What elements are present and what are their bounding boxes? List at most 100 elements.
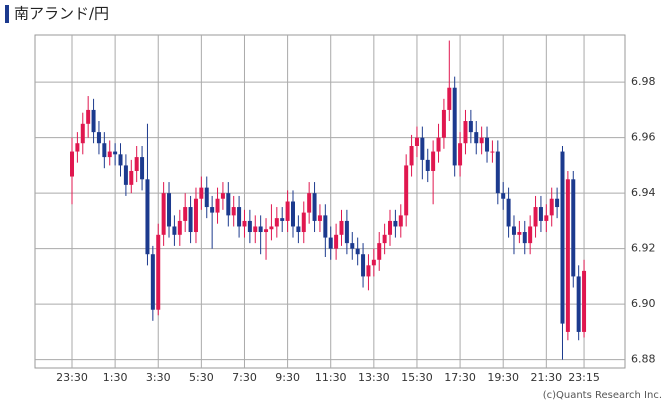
candle-body <box>193 198 198 233</box>
candle-body <box>317 215 322 221</box>
candle-body <box>301 212 306 233</box>
candle-body <box>237 207 242 227</box>
candle-body <box>253 226 258 233</box>
candle-body <box>145 179 150 255</box>
candle-body <box>571 179 576 277</box>
candle-body <box>452 87 457 166</box>
candle-body <box>161 193 166 235</box>
candle-body <box>172 226 177 235</box>
candle-body <box>334 234 339 249</box>
candle-body <box>129 170 134 185</box>
candle-body <box>414 137 419 146</box>
candle-body <box>528 226 533 244</box>
candle-body <box>102 143 107 158</box>
candle-body <box>522 232 527 244</box>
candle-body <box>538 207 543 221</box>
candle-body <box>183 207 188 221</box>
candle-body <box>355 248 360 255</box>
candle-body <box>226 193 231 216</box>
candle-body <box>371 259 376 266</box>
candle-body <box>474 132 479 144</box>
candle-body <box>576 276 581 332</box>
candle-body <box>258 226 263 233</box>
candle-body <box>140 157 145 180</box>
candle-body <box>398 215 403 227</box>
candle-body <box>199 187 204 199</box>
x-tick-label: 1:30 <box>103 371 128 384</box>
candle-body <box>350 243 355 249</box>
plot-frame <box>34 34 626 369</box>
candle-body <box>463 121 468 144</box>
candle-body <box>431 151 436 171</box>
candle-body <box>425 159 430 171</box>
candle-body <box>96 132 101 144</box>
candle-body <box>177 220 182 235</box>
candle-body <box>533 207 538 227</box>
candle-body <box>409 146 414 166</box>
candle-body <box>501 193 506 199</box>
candle-body <box>366 265 371 277</box>
x-tick-label: 15:30 <box>401 371 433 384</box>
candle-body <box>274 218 279 227</box>
candle-body <box>118 154 123 166</box>
candle-body <box>204 187 209 208</box>
candle-body <box>544 215 549 221</box>
candle-body <box>517 232 522 235</box>
candle-body <box>264 229 269 233</box>
candle-body <box>555 198 560 208</box>
candle-body <box>447 87 452 110</box>
candle-body <box>167 193 172 227</box>
candle-body <box>344 220 349 244</box>
copyright: (c)Quants Research Inc. <box>543 390 662 401</box>
candle-body <box>328 237 333 249</box>
x-tick-label: 5:30 <box>189 371 214 384</box>
candle-body <box>134 157 139 171</box>
candle-body <box>490 151 495 153</box>
x-tick-label: 17:30 <box>444 371 476 384</box>
candle-body <box>296 226 301 233</box>
candle-body <box>441 109 446 138</box>
candle-body <box>388 220 393 235</box>
x-tick-label: 11:30 <box>315 371 347 384</box>
candle-body <box>565 179 570 332</box>
x-tick-label: 23:15 <box>568 371 600 384</box>
candle-body <box>150 254 155 310</box>
y-tick-label: 6.92 <box>631 242 656 255</box>
y-tick-label: 6.94 <box>631 186 656 199</box>
candle-body <box>485 137 490 152</box>
candle-body <box>312 193 317 221</box>
candle-body <box>479 137 484 144</box>
candle-body <box>188 207 193 233</box>
candle-body <box>123 165 128 185</box>
candle-body <box>70 151 74 177</box>
x-tick-label: 7:30 <box>232 371 257 384</box>
candle-body <box>290 201 295 227</box>
candle-body <box>247 220 252 233</box>
candle-body <box>339 220 344 235</box>
candle-body <box>506 198 511 227</box>
candle-body <box>323 215 328 238</box>
candle-body <box>560 151 565 324</box>
candle-body <box>215 198 220 213</box>
candle-body <box>549 198 554 216</box>
candle-body <box>220 193 225 199</box>
candle-body <box>231 207 236 216</box>
candle-body <box>75 143 80 152</box>
x-tick-label: 21:30 <box>530 371 562 384</box>
candle-body <box>307 193 312 213</box>
candle-body <box>436 137 441 152</box>
candle-body <box>156 234 161 310</box>
y-tick-label: 6.96 <box>631 131 656 144</box>
candle-body <box>377 243 382 260</box>
candle-body <box>582 270 587 332</box>
candle-body <box>393 220 398 227</box>
candle-body <box>511 226 516 235</box>
candle-body <box>269 226 274 230</box>
candle-body <box>361 254 366 277</box>
chart-title: 南アランド/円 <box>14 5 109 23</box>
y-tick-label: 6.98 <box>631 75 656 88</box>
y-tick-label: 6.90 <box>631 297 656 310</box>
candle-body <box>86 109 91 124</box>
candle-body <box>113 151 118 155</box>
